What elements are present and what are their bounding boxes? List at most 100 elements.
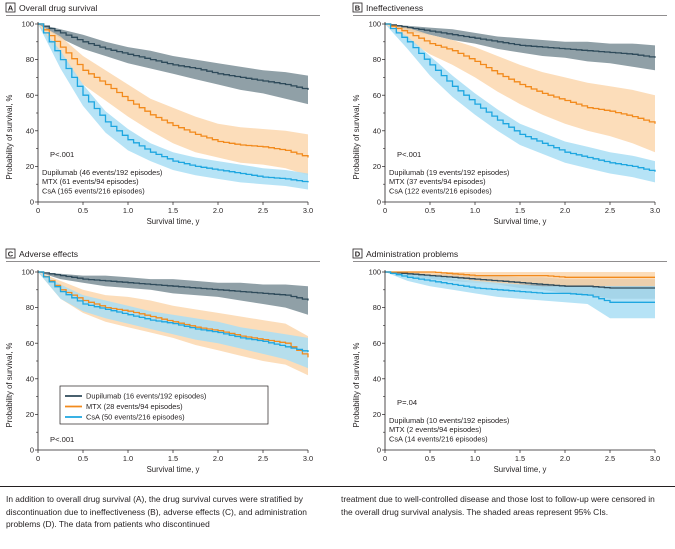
ci-band-mtx <box>38 24 308 176</box>
y-axis-label: Probability of survival, % <box>5 342 14 427</box>
panel-letter: D <box>355 250 361 259</box>
survival-line-mtx <box>385 271 655 278</box>
y-tick-label: 40 <box>373 126 381 135</box>
survival-line-dupilumab <box>38 271 309 301</box>
panel-title: Administration problems <box>366 249 458 259</box>
panel-letter: C <box>8 250 14 259</box>
x-tick-label: 0.5 <box>425 206 435 215</box>
x-tick-label: 0.5 <box>78 454 88 463</box>
x-tick-label: 3.0 <box>650 454 660 463</box>
panel-letter: B <box>355 4 361 13</box>
drug-survival-figure: A Overall drug survival 0 20 40 60 80 100 0 0.5 1.… <box>5 2 667 474</box>
legend-entry-dupilumab: Dupilumab (46 events/192 episodes) <box>42 168 162 177</box>
survival-line-dupilumab <box>385 271 655 289</box>
legend-entry-mtx: MTX (2 events/94 episodes) <box>389 425 481 434</box>
panel-title: Overall drug survival <box>19 3 97 13</box>
y-tick-label: 20 <box>373 410 381 419</box>
ci-band-csa <box>385 24 655 183</box>
survival-line-csa <box>38 23 309 183</box>
x-tick-label: 0.5 <box>425 454 435 463</box>
panel-letter-box <box>5 248 16 259</box>
y-tick-label: 40 <box>373 374 381 383</box>
caption-right: treatment due to well-controlled disease… <box>341 494 655 517</box>
x-axis-label: Survival time, y <box>147 465 200 474</box>
x-tick-label: 2.5 <box>258 454 268 463</box>
y-tick-label: 100 <box>22 268 34 277</box>
x-axis-label: Survival time, y <box>494 465 547 474</box>
y-tick-label: 80 <box>373 303 381 312</box>
legend-entry-dupilumab: Dupilumab (16 events/192 episodes) <box>86 392 206 401</box>
y-tick-label: 20 <box>373 162 381 171</box>
y-tick-label: 100 <box>22 20 34 29</box>
y-tick-label: 0 <box>377 446 381 455</box>
y-tick-label: 80 <box>373 55 381 64</box>
x-tick-label: 1.5 <box>515 454 525 463</box>
survival-line-dupilumab <box>38 23 309 90</box>
legend-entry-csa: CsA (14 events/216 episodes) <box>389 434 488 443</box>
p-value: P<.001 <box>50 150 74 159</box>
legend-entry-dupilumab: Dupilumab (10 events/192 episodes) <box>389 416 509 425</box>
panel-letter-box <box>5 2 16 13</box>
x-tick-label: 2.0 <box>213 454 223 463</box>
panel-title: Adverse effects <box>19 249 78 259</box>
y-tick-label: 0 <box>30 446 34 455</box>
x-tick-label: 0 <box>383 454 387 463</box>
x-tick-label: 1.0 <box>123 454 133 463</box>
y-axis-label: Probability of survival, % <box>352 342 361 427</box>
legend-box <box>59 385 269 425</box>
ci-band-mtx <box>385 272 655 287</box>
y-tick-label: 60 <box>26 339 34 348</box>
x-tick-label: 2.0 <box>213 206 223 215</box>
y-tick-label: 80 <box>26 55 34 64</box>
x-tick-label: 2.0 <box>560 206 570 215</box>
panel-d: D Administration problems 0 20 40 60 80 100 0 0.5… <box>352 248 667 474</box>
survival-line-mtx <box>385 23 656 124</box>
panel-c: C Adverse effects 0 20 40 60 80 100 0 0.5 1.0 1.5 2.… <box>5 248 320 474</box>
survival-line-dupilumab <box>385 23 656 58</box>
p-value: P=.04 <box>397 398 417 407</box>
caption-left: In addition to overall drug survival (A)… <box>6 494 307 530</box>
p-value: P<.001 <box>50 435 74 444</box>
legend-entry-csa: CsA (122 events/216 episodes) <box>389 186 492 195</box>
x-tick-label: 0 <box>383 206 387 215</box>
x-tick-label: 0 <box>36 206 40 215</box>
panel-letter-box <box>352 2 363 13</box>
x-tick-label: 2.5 <box>605 206 615 215</box>
x-tick-label: 3.0 <box>303 206 313 215</box>
x-tick-label: 0.5 <box>78 206 88 215</box>
x-axis-label: Survival time, y <box>147 217 200 226</box>
ci-band-csa <box>38 24 308 190</box>
legend-entry-mtx: MTX (37 events/94 episodes) <box>389 177 486 186</box>
y-tick-label: 20 <box>26 162 34 171</box>
x-tick-label: 2.5 <box>605 454 615 463</box>
legend-entry-dupilumab: Dupilumab (19 events/192 episodes) <box>389 168 509 177</box>
x-tick-label: 2.5 <box>258 206 268 215</box>
y-tick-label: 100 <box>369 20 381 29</box>
survival-line-mtx <box>38 23 309 158</box>
y-tick-label: 40 <box>26 374 34 383</box>
panel-letter-box <box>352 248 363 259</box>
y-tick-label: 60 <box>26 91 34 100</box>
x-axis-label: Survival time, y <box>494 217 547 226</box>
y-axis-label: Probability of survival, % <box>352 94 361 179</box>
legend-entry-mtx: MTX (28 events/94 episodes) <box>86 402 183 411</box>
panel-a: A Overall drug survival 0 20 40 60 80 100 0 0.5 1.… <box>5 2 320 226</box>
panel-letter: A <box>8 4 14 13</box>
panel-title: Ineffectiveness <box>366 3 423 13</box>
x-tick-label: 3.0 <box>303 454 313 463</box>
ci-band-dupilumab <box>38 272 308 315</box>
survival-line-csa <box>385 23 656 172</box>
caption-rule <box>0 486 675 487</box>
survival-line-csa <box>385 271 655 303</box>
x-tick-label: 1.0 <box>123 206 133 215</box>
y-axis-label: Probability of survival, % <box>5 94 14 179</box>
p-value: P<.001 <box>397 150 421 159</box>
legend-entry-csa: CsA (50 events/216 episodes) <box>86 413 185 422</box>
x-tick-label: 1.0 <box>470 206 480 215</box>
legend-entry-mtx: MTX (61 events/94 episodes) <box>42 177 139 186</box>
y-tick-label: 0 <box>377 198 381 207</box>
y-tick-label: 0 <box>30 198 34 207</box>
x-tick-label: 1.0 <box>470 454 480 463</box>
y-tick-label: 100 <box>369 268 381 277</box>
x-tick-label: 2.0 <box>560 454 570 463</box>
